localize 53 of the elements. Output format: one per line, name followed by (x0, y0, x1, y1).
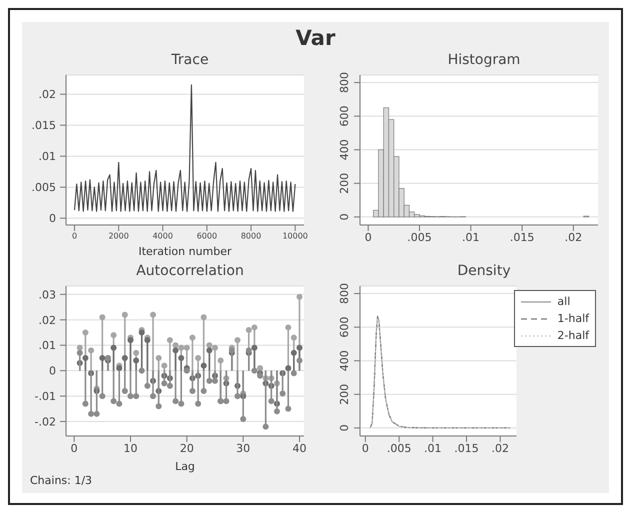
y-tick-label: 800 (338, 283, 351, 304)
x-tick-label: .01 (424, 442, 442, 455)
y-tick-label: -.02 (34, 416, 56, 429)
x-tick-label: 0 (72, 232, 78, 241)
y-tick-label: .01 (38, 150, 56, 164)
y-tick-label: 0 (49, 212, 56, 226)
legend-label: all (557, 295, 570, 308)
x-axis-title: Lag (175, 460, 195, 473)
x-tick-label: 6000 (196, 232, 218, 241)
text: Chains: 1/3 (30, 474, 92, 487)
y-tick-label: 0 (338, 424, 351, 432)
y-tick-label: 400 (338, 139, 351, 160)
y-tick-label: 200 (338, 384, 351, 405)
x-tick-label: 0 (70, 442, 78, 455)
x-tick-label: .02 (491, 442, 509, 455)
chart-title: Density (456, 263, 512, 280)
x-tick-label: .005 (407, 230, 432, 244)
x-tick-label: .005 (386, 442, 412, 455)
y-tick-label: .02 (38, 88, 56, 102)
x-tick-label: 8000 (240, 232, 262, 241)
x-tick-label: 0 (364, 230, 372, 244)
x-tick-label: 10000 (282, 232, 308, 241)
y-tick-label: .005 (32, 181, 56, 194)
x-tick-label: 4000 (152, 232, 173, 241)
y-tick-label: 400 (338, 350, 351, 372)
legend-label: 2-half (557, 329, 589, 342)
legend-label: 1-half (557, 312, 589, 325)
y-tick-label: .02 (38, 314, 56, 327)
y-tick-label: 0 (49, 364, 56, 378)
y-tick-label: .01 (38, 339, 56, 352)
x-tick-label: .015 (510, 230, 534, 244)
y-tick-label: 600 (338, 106, 351, 127)
x-tick-label: .02 (564, 230, 582, 244)
y-tick-label: 200 (338, 172, 351, 194)
x-tick-label: .015 (454, 442, 479, 455)
text: Var (294, 26, 336, 50)
chart-title: Trace (170, 52, 210, 69)
y-tick-label: 800 (338, 72, 351, 94)
x-axis-title: Iteration number (138, 245, 232, 258)
y-tick-label: 0 (338, 213, 351, 220)
y-tick-label: -.01 (34, 390, 56, 404)
y-tick-label: 600 (338, 316, 351, 338)
x-tick-label: 40 (292, 442, 306, 455)
x-tick-label: 2000 (108, 232, 129, 241)
chart-title: Histogram (446, 52, 522, 69)
y-tick-label: .015 (32, 119, 56, 132)
x-tick-label: 0 (362, 442, 369, 455)
x-tick-label: .01 (462, 230, 480, 244)
chart-title: Autocorrelation (135, 263, 245, 280)
x-tick-label: 30 (236, 442, 250, 455)
x-tick-label: 10 (124, 442, 138, 455)
x-tick-label: 20 (180, 442, 194, 455)
y-tick-label: .03 (38, 288, 56, 302)
